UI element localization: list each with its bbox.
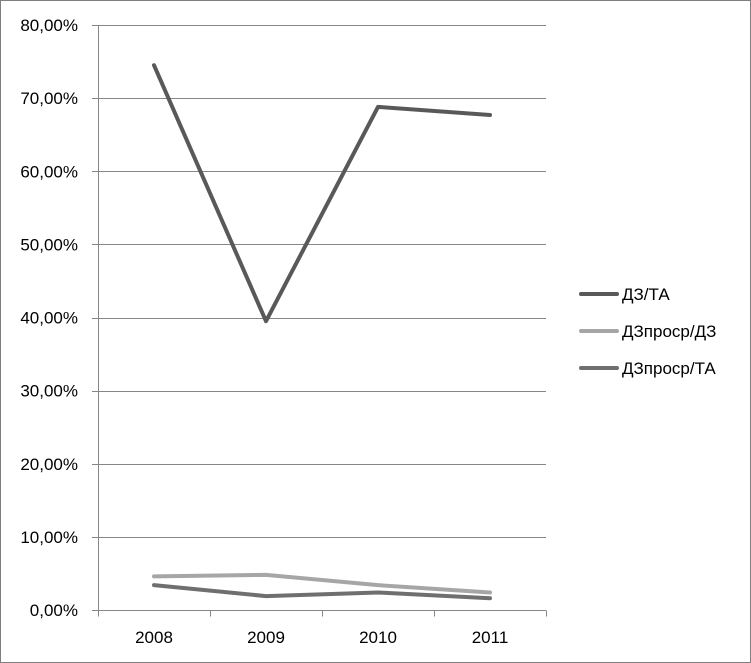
y-tick-label: 0,00%: [30, 601, 78, 620]
y-tick-label: 20,00%: [20, 455, 78, 474]
series-line-1: [152, 63, 492, 324]
y-tick-label: 10,00%: [20, 528, 78, 547]
legend-label: ДЗпроср/ДЗ: [622, 322, 716, 341]
series-line-3: [152, 583, 492, 601]
y-tick-label: 70,00%: [20, 89, 78, 108]
x-tick-label: 2010: [359, 628, 397, 647]
x-tick-label: 2011: [472, 628, 509, 647]
legend-label: ДЗпроср/ТА: [622, 359, 716, 378]
series-line-2: [152, 572, 492, 595]
gridlines: [92, 25, 546, 538]
x-tick-label: 2009: [247, 628, 285, 647]
y-tick-label: 40,00%: [20, 309, 78, 328]
y-tick-label: 30,00%: [20, 382, 78, 401]
legend: ДЗ/ТА ДЗпроср/ДЗ ДЗпроср/ТА: [579, 285, 716, 378]
y-tick-label: 50,00%: [20, 235, 78, 254]
y-tick-label: 80,00%: [20, 16, 78, 35]
y-axis-tick-labels: 0,00% 10,00% 20,00% 30,00% 40,00% 50,00% 60,00…: [20, 16, 78, 620]
axes: [92, 25, 547, 617]
y-tick-label: 60,00%: [20, 162, 78, 181]
x-tick-label: 2008: [135, 628, 173, 647]
x-axis-tick-labels: 2008 2009 2010 2011: [135, 628, 508, 647]
legend-label: ДЗ/ТА: [622, 285, 670, 304]
series-lines: [152, 63, 492, 601]
